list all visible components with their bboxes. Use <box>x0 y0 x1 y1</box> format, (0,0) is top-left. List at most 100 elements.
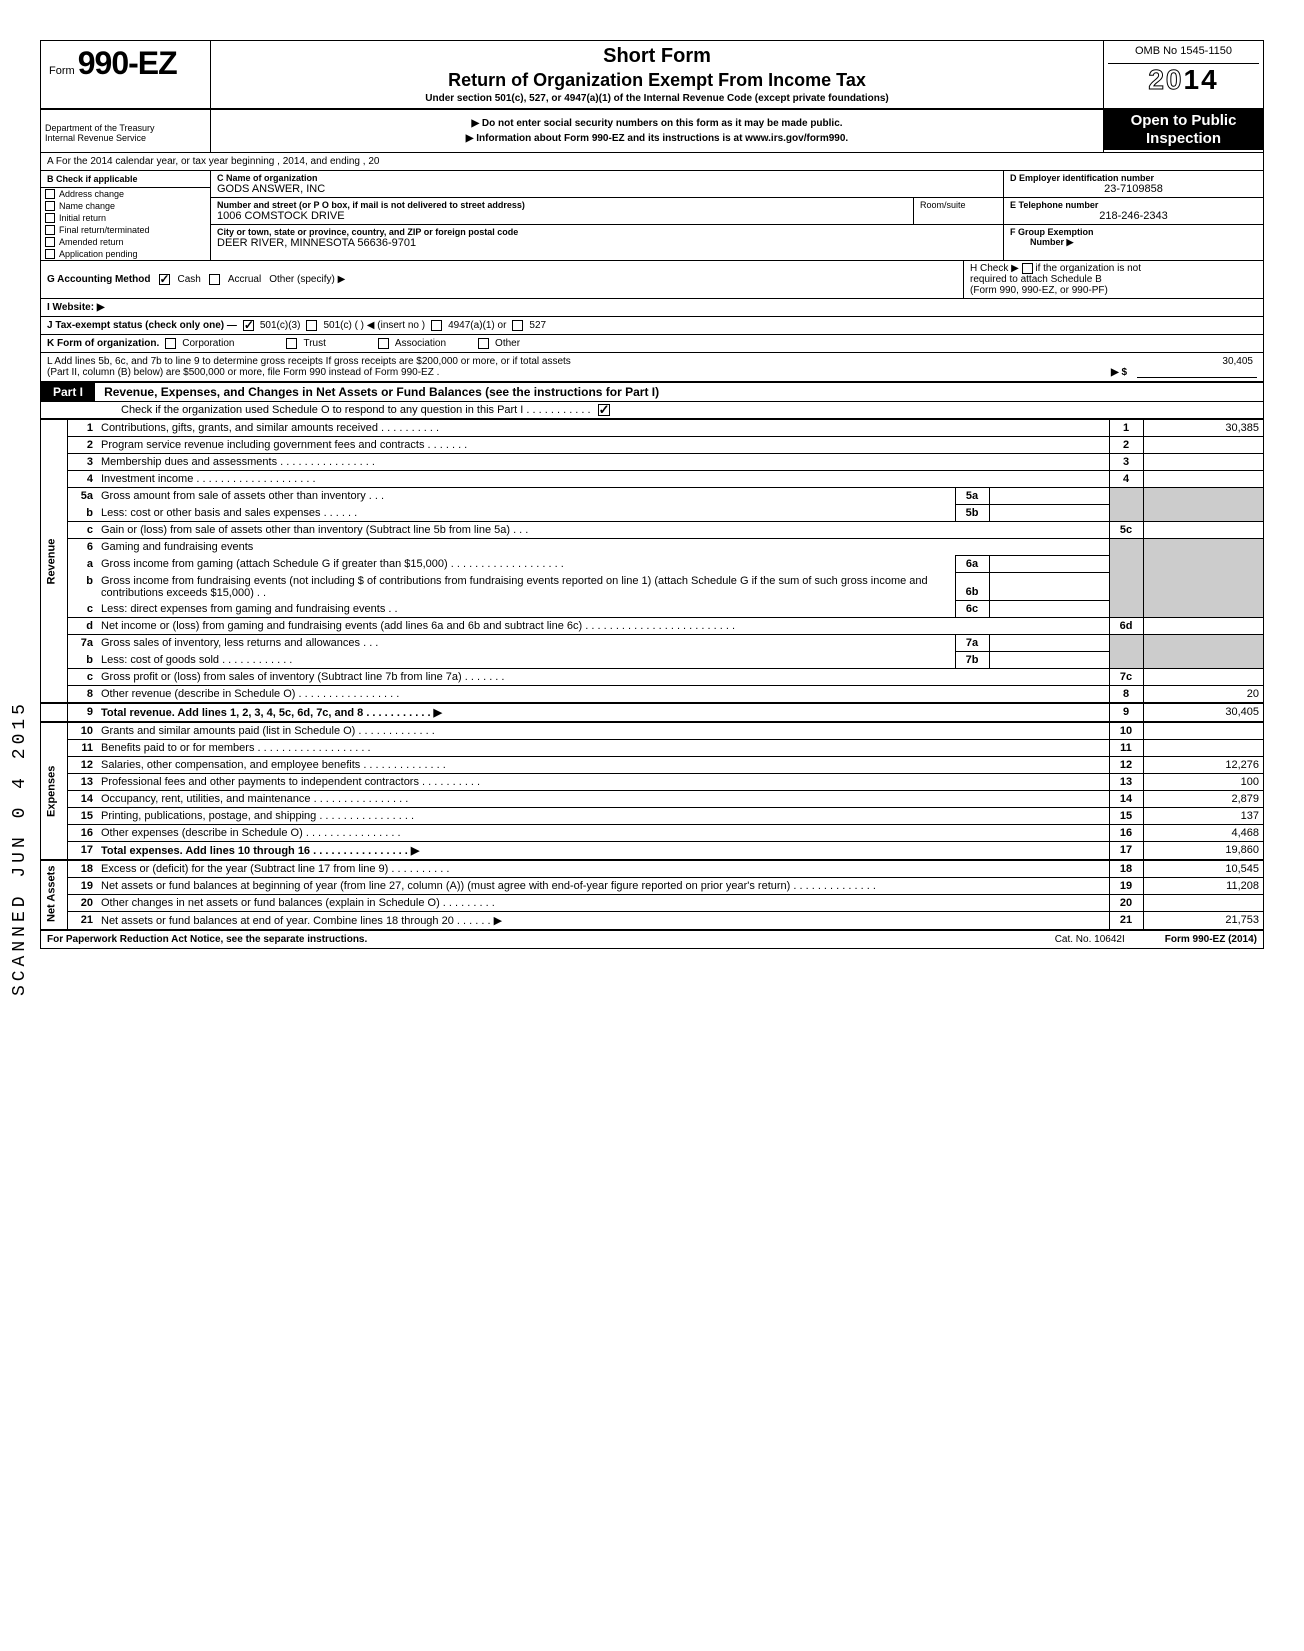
chk-cash[interactable] <box>159 274 170 285</box>
chk-name-change[interactable]: Name change <box>41 200 210 212</box>
tax-year: 2014 <box>1108 64 1259 96</box>
line5c-value <box>1143 522 1263 539</box>
line14-value: 2,879 <box>1143 791 1263 808</box>
chk-initial-return[interactable]: Initial return <box>41 212 210 224</box>
line6c-desc: Less: direct expenses from gaming and fu… <box>97 601 955 618</box>
line6d-value <box>1143 618 1263 635</box>
form-990ez: Form 990-EZ Short Form Return of Organiz… <box>40 40 1264 949</box>
line9-value: 30,405 <box>1143 703 1263 722</box>
warn-ssn: ▶ Do not enter social security numbers o… <box>215 118 1099 129</box>
line6a-desc: Gross income from gaming (attach Schedul… <box>97 556 955 573</box>
chk-amended-return[interactable]: Amended return <box>41 236 210 248</box>
org-address: 1006 COMSTOCK DRIVE <box>217 210 907 222</box>
line5a-desc: Gross amount from sale of assets other t… <box>97 488 955 505</box>
title-return: Return of Organization Exempt From Incom… <box>219 70 1095 91</box>
chk-assoc[interactable] <box>378 338 389 349</box>
org-city: DEER RIVER, MINNESOTA 56636-9701 <box>217 237 997 249</box>
dept-cell: Department of the Treasury Internal Reve… <box>41 110 211 152</box>
f-label2: Number ▶ <box>1010 237 1257 248</box>
line1-value: 30,385 <box>1143 420 1263 437</box>
c-city-label: City or town, state or province, country… <box>217 227 997 237</box>
chk-other-org[interactable] <box>478 338 489 349</box>
chk-schedule-o[interactable] <box>598 404 610 416</box>
footer-form: Form 990-EZ (2014) <box>1165 934 1257 945</box>
telephone: 218-246-2343 <box>1010 210 1257 222</box>
side-revenue: Revenue <box>41 420 67 704</box>
line7c-desc: Gross profit or (loss) from sales of inv… <box>97 669 1109 686</box>
line13-value: 100 <box>1143 774 1263 791</box>
line13-desc: Professional fees and other payments to … <box>97 774 1109 791</box>
line12-desc: Salaries, other compensation, and employ… <box>97 757 1109 774</box>
line4-desc: Investment income . . . . . . . . . . . … <box>97 471 1109 488</box>
part1-row: Part I Revenue, Expenses, and Changes in… <box>41 381 1263 402</box>
title-cell: Short Form Return of Organization Exempt… <box>211 41 1103 108</box>
footer-cat: Cat. No. 10642I <box>1015 934 1165 945</box>
line18-desc: Excess or (deficit) for the year (Subtra… <box>97 860 1109 878</box>
chk-corp[interactable] <box>165 338 176 349</box>
line8-desc: Other revenue (describe in Schedule O) .… <box>97 686 1109 704</box>
line10-value <box>1143 722 1263 740</box>
line6-desc: Gaming and fundraising events <box>97 539 1109 556</box>
open-public-cell: Open to Public Inspection <box>1103 110 1263 152</box>
form-number: 990-EZ <box>78 45 177 81</box>
line15-value: 137 <box>1143 808 1263 825</box>
row-k: K Form of organization. Corporation Trus… <box>41 335 1263 353</box>
g-cell: G Accounting Method Cash Accrual Other (… <box>41 261 963 298</box>
c-addr-label: Number and street (or P O box, if mail i… <box>217 200 907 210</box>
line15-desc: Printing, publications, postage, and shi… <box>97 808 1109 825</box>
g-label: G Accounting Method <box>47 274 151 285</box>
line11-desc: Benefits paid to or for members . . . . … <box>97 740 1109 757</box>
d-label: D Employer identification number <box>1010 173 1257 183</box>
line9-desc: Total revenue. Add lines 1, 2, 3, 4, 5c,… <box>97 703 1109 722</box>
chk-accrual[interactable] <box>209 274 220 285</box>
chk-501c[interactable] <box>306 320 317 331</box>
ein: 23-7109858 <box>1010 183 1257 195</box>
line1-desc: Contributions, gifts, grants, and simila… <box>97 420 1109 437</box>
row-j: J Tax-exempt status (check only one) — 5… <box>41 317 1263 335</box>
line6b-desc: Gross income from fundraising events (no… <box>97 573 955 601</box>
open-public: Open to Public Inspection <box>1104 110 1263 150</box>
chk-4947[interactable] <box>431 320 442 331</box>
line3-value <box>1143 454 1263 471</box>
line17-value: 19,860 <box>1143 842 1263 861</box>
part1-label: Part I <box>41 383 95 401</box>
sub-header-row: Department of the Treasury Internal Reve… <box>41 110 1263 153</box>
line19-value: 11,208 <box>1143 878 1263 895</box>
c-name-label: C Name of organization <box>217 173 997 183</box>
omb-cell: OMB No 1545-1150 2014 <box>1103 41 1263 108</box>
warn-info: ▶ Information about Form 990-EZ and its … <box>215 133 1099 144</box>
line7a-desc: Gross sales of inventory, less returns a… <box>97 635 955 652</box>
chk-trust[interactable] <box>286 338 297 349</box>
col-c: C Name of organization GODS ANSWER, INC … <box>211 171 1003 260</box>
chk-final-return[interactable]: Final return/terminated <box>41 224 210 236</box>
room-suite: Room/suite <box>913 198 1003 224</box>
col-b: B Check if applicable Address change Nam… <box>41 171 211 260</box>
line-a: A For the 2014 calendar year, or tax yea… <box>41 153 1263 171</box>
line7b-desc: Less: cost of goods sold . . . . . . . .… <box>97 652 955 669</box>
line8-value: 20 <box>1143 686 1263 704</box>
part1-sub: Check if the organization used Schedule … <box>41 402 1263 419</box>
chk-address-change[interactable]: Address change <box>41 188 210 200</box>
omb-number: OMB No 1545-1150 <box>1108 45 1259 64</box>
line7c-value <box>1143 669 1263 686</box>
f-label: F Group Exemption <box>1010 227 1257 237</box>
line21-desc: Net assets or fund balances at end of ye… <box>97 912 1109 930</box>
line20-value <box>1143 895 1263 912</box>
chk-h[interactable] <box>1022 263 1033 274</box>
side-netassets: Net Assets <box>41 860 67 929</box>
line16-value: 4,468 <box>1143 825 1263 842</box>
footer: For Paperwork Reduction Act Notice, see … <box>41 929 1263 948</box>
line6d-desc: Net income or (loss) from gaming and fun… <box>97 618 1109 635</box>
part1-table: Revenue 1 Contributions, gifts, grants, … <box>41 419 1263 929</box>
row-l: L Add lines 5b, 6c, and 7b to line 9 to … <box>41 353 1263 381</box>
dept-irs: Internal Revenue Service <box>45 134 206 144</box>
line10-desc: Grants and similar amounts paid (list in… <box>97 722 1109 740</box>
chk-501c3[interactable] <box>243 320 254 331</box>
line14-desc: Occupancy, rent, utilities, and maintena… <box>97 791 1109 808</box>
title-short-form: Short Form <box>219 45 1095 68</box>
row-i: I Website: ▶ <box>41 299 1263 317</box>
chk-application-pending[interactable]: Application pending <box>41 248 210 260</box>
org-name: GODS ANSWER, INC <box>217 183 997 195</box>
chk-527[interactable] <box>512 320 523 331</box>
side-expenses: Expenses <box>41 722 67 860</box>
